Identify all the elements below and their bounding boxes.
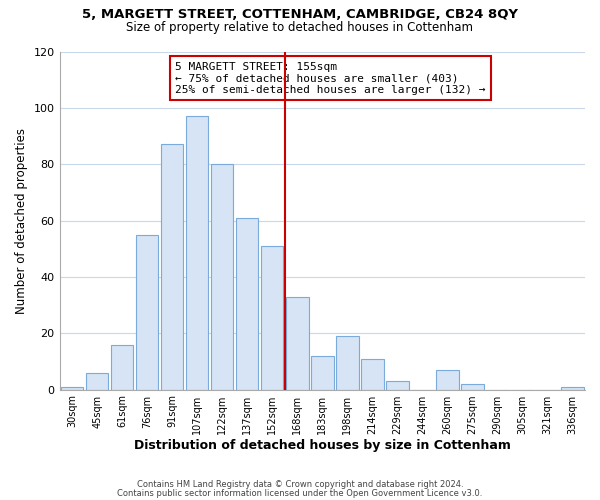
Text: 5 MARGETT STREET: 155sqm
← 75% of detached houses are smaller (403)
25% of semi-: 5 MARGETT STREET: 155sqm ← 75% of detach… <box>175 62 485 95</box>
Bar <box>361 358 383 390</box>
Bar <box>261 246 283 390</box>
Bar <box>186 116 208 390</box>
Bar <box>111 344 133 390</box>
Bar <box>161 144 184 390</box>
Bar <box>286 296 308 390</box>
Bar <box>86 372 109 390</box>
Bar <box>311 356 334 390</box>
Text: Contains HM Land Registry data © Crown copyright and database right 2024.: Contains HM Land Registry data © Crown c… <box>137 480 463 489</box>
Bar <box>561 387 584 390</box>
Text: Size of property relative to detached houses in Cottenham: Size of property relative to detached ho… <box>127 21 473 34</box>
Text: Contains public sector information licensed under the Open Government Licence v3: Contains public sector information licen… <box>118 488 482 498</box>
Bar <box>61 387 83 390</box>
Bar <box>136 234 158 390</box>
Bar <box>386 381 409 390</box>
X-axis label: Distribution of detached houses by size in Cottenham: Distribution of detached houses by size … <box>134 440 511 452</box>
Y-axis label: Number of detached properties: Number of detached properties <box>15 128 28 314</box>
Bar <box>236 218 259 390</box>
Text: 5, MARGETT STREET, COTTENHAM, CAMBRIDGE, CB24 8QY: 5, MARGETT STREET, COTTENHAM, CAMBRIDGE,… <box>82 8 518 20</box>
Bar <box>336 336 359 390</box>
Bar <box>436 370 458 390</box>
Bar <box>461 384 484 390</box>
Bar <box>211 164 233 390</box>
